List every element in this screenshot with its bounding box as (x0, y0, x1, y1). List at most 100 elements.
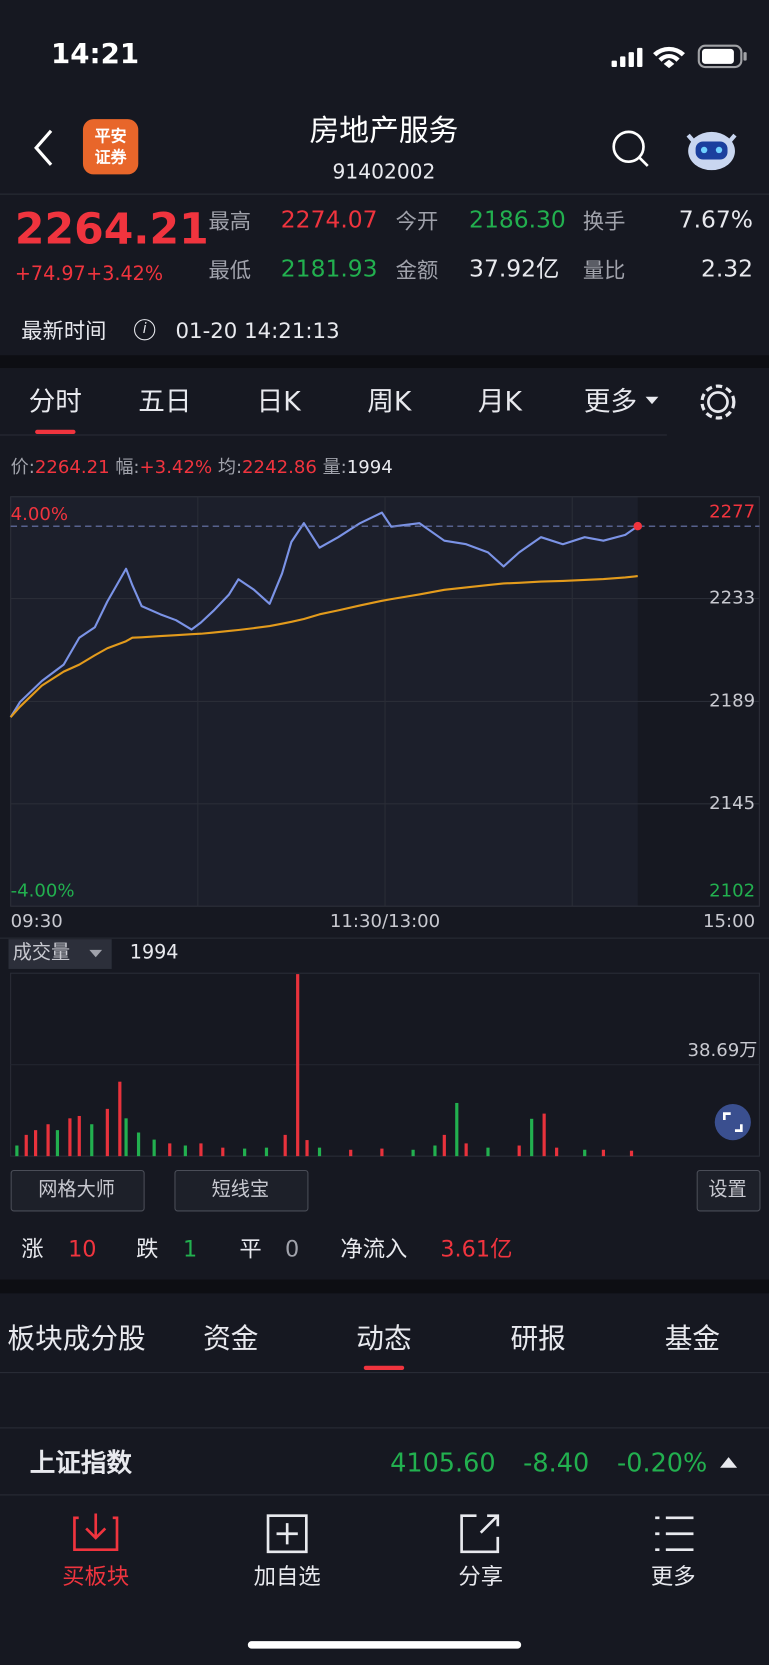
search-icon (612, 130, 645, 163)
separator (0, 1279, 769, 1294)
tool-button[interactable] (10, 1169, 145, 1212)
back-icon (34, 129, 53, 166)
dropdown-icon (645, 396, 659, 405)
volume-bar (464, 1143, 468, 1157)
logo-text: 平安 (94, 126, 127, 146)
volume-bar (221, 1147, 225, 1157)
volume-bar (583, 1149, 587, 1157)
volume-bar (152, 1139, 156, 1157)
robot-icon (686, 131, 737, 171)
stat-value: 2.32 (700, 256, 754, 283)
y-tick-label: 2145 (709, 793, 755, 814)
info-icon[interactable]: i (134, 319, 156, 341)
volume-bar (305, 1140, 309, 1157)
period-tab[interactable]: 周K (367, 386, 412, 417)
volume-bar (542, 1113, 546, 1157)
nav-label[interactable]: 分享 (458, 1563, 504, 1590)
divider (0, 1427, 769, 1429)
expand-arrow[interactable] (720, 1457, 738, 1468)
tool-label: 短线宝 (211, 1178, 270, 1202)
price-line (9, 575, 638, 718)
price-info: 价:2264.21 幅:+3.42% 均:2242.86 量:1994 (11, 457, 393, 479)
breadth-value: 3.61亿 (440, 1236, 513, 1262)
nav-label[interactable]: 加自选 (253, 1563, 321, 1590)
index-change-pct: -0.20% (616, 1448, 708, 1479)
tool-label: 网格大师 (38, 1178, 115, 1202)
expand-button[interactable] (714, 1104, 751, 1141)
volume-bar (264, 1147, 269, 1157)
current-price-dot (633, 521, 643, 531)
index-price: 4105.60 (390, 1448, 496, 1479)
index-name[interactable]: 上证指数 (29, 1448, 132, 1479)
period-tab[interactable]: 月K (477, 386, 522, 417)
volume-bar (283, 1134, 287, 1157)
volume-value: 1994 (129, 941, 179, 964)
status-icons (611, 44, 747, 69)
breadth-label: 平 (239, 1236, 262, 1262)
stat-value: 2274.07 (280, 207, 378, 234)
info-label: 价: (10, 457, 35, 479)
section-tab[interactable]: 研报 (510, 1323, 566, 1356)
stat-label: 最高 (208, 208, 252, 234)
y-tick-label: 2102 (709, 880, 755, 901)
volume-bar (411, 1149, 415, 1157)
separator (0, 355, 769, 369)
home-indicator (247, 1641, 522, 1649)
volume-bar (124, 1118, 128, 1157)
period-tab[interactable]: 分时 (28, 386, 82, 417)
breadth-value: 1 (182, 1236, 198, 1262)
logo-text: 证券 (94, 147, 127, 167)
volume-bar (136, 1132, 141, 1157)
x-tick-label: 15:00 (703, 911, 755, 932)
volume-bar (486, 1147, 490, 1157)
info-value: 2242.86 (242, 457, 317, 479)
y-tick-label: 38.69万 (687, 1040, 757, 1061)
nav-label[interactable]: 更多 (650, 1563, 696, 1590)
page-title: 房地产服务 (309, 112, 459, 149)
volume-bar (46, 1124, 50, 1157)
tool-label: 设置 (708, 1178, 747, 1202)
volume-bar (317, 1147, 322, 1157)
breadth-label: 净流入 (340, 1236, 408, 1262)
period-tab[interactable]: 更多 (583, 386, 638, 417)
section-tab[interactable]: 动态 (356, 1323, 412, 1356)
volume-bar (199, 1143, 203, 1157)
info-label: 量: (322, 457, 347, 479)
section-tab[interactable]: 板块成分股 (7, 1323, 146, 1356)
volume-bar (442, 1134, 446, 1157)
section-tab[interactable]: 基金 (664, 1323, 721, 1356)
stat-label: 今开 (395, 208, 439, 234)
tool-button[interactable] (696, 1169, 761, 1212)
volume-bar (349, 1149, 353, 1157)
info-label: 幅: (115, 457, 140, 479)
period-tab[interactable]: 五日 (138, 386, 192, 417)
breadth-label: 跌 (136, 1236, 159, 1262)
volume-bar (24, 1134, 28, 1157)
nav-label[interactable]: 买板块 (62, 1563, 130, 1590)
volume-bar (55, 1130, 60, 1157)
volume-bar (90, 1124, 94, 1157)
volume-bar (68, 1118, 72, 1157)
y-tick-label: 2277 (709, 502, 755, 523)
y2-tick-label: 4.00% (11, 504, 68, 525)
tool-button[interactable] (174, 1169, 309, 1212)
period-tab[interactable]: 日K (256, 386, 301, 417)
divider (0, 1372, 769, 1374)
breadth-value: 10 (68, 1236, 97, 1262)
x-tick-label: 09:30 (11, 911, 63, 932)
volume-bar (118, 1081, 122, 1157)
volume-bar (296, 974, 300, 1157)
section-tab[interactable]: 资金 (203, 1323, 259, 1356)
stat-value: 7.67% (678, 207, 754, 234)
y-tick-label: 2233 (709, 588, 755, 609)
expand-icon (722, 1112, 743, 1132)
volume-bar (183, 1145, 187, 1157)
volume-bar (380, 1148, 384, 1157)
stat-label: 量比 (582, 257, 626, 283)
divider (0, 1494, 769, 1496)
divider (0, 193, 769, 195)
tab-indicator (35, 429, 76, 434)
volume-bar (243, 1148, 247, 1157)
y-tick-label: 2189 (709, 690, 755, 711)
